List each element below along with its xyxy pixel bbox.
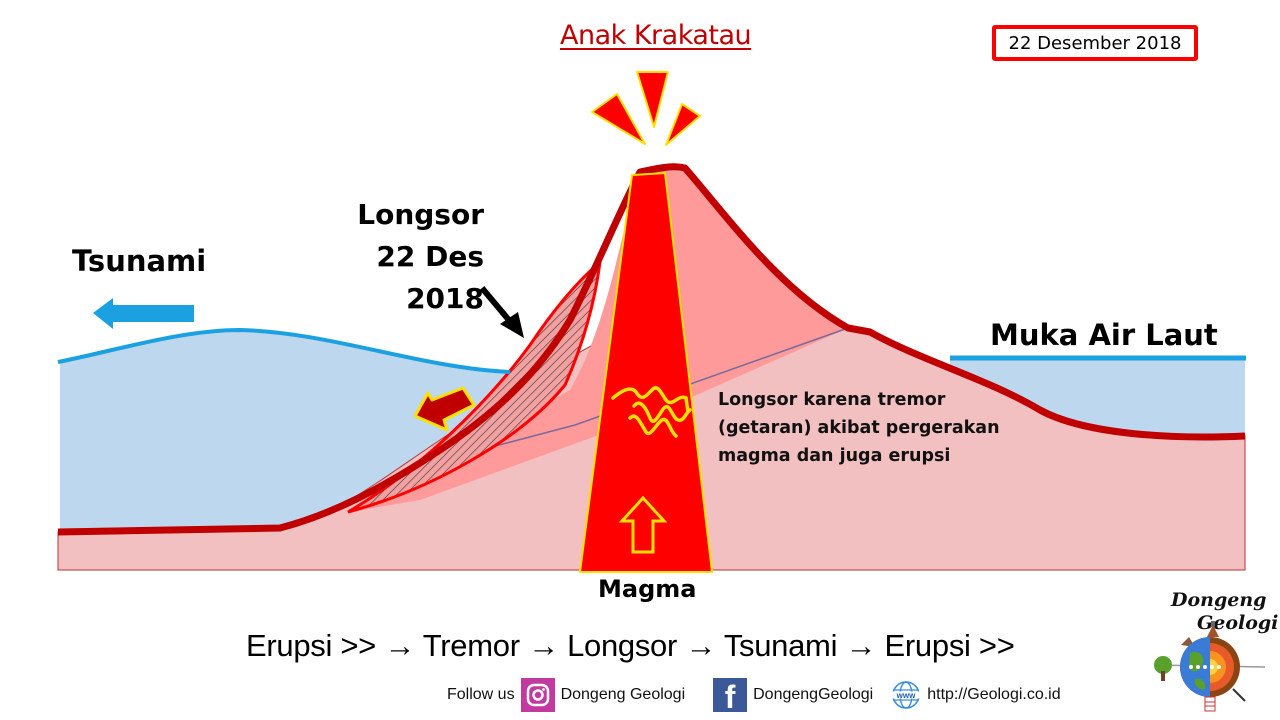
chain-step-tsunami: Tsunami xyxy=(723,628,838,663)
instagram-icon xyxy=(520,678,555,712)
earth-cross-section-icon xyxy=(1154,621,1266,712)
volcano-outline xyxy=(57,163,1246,536)
chain-step-tremor: Tremor xyxy=(422,628,520,663)
chain-arrow-icon: → xyxy=(528,628,559,663)
instagram-link[interactable]: Dongeng Geologi xyxy=(520,678,708,712)
volcano-cone xyxy=(350,167,848,512)
dongeng-geologi-logo: Dongeng Geologi xyxy=(1145,585,1279,715)
magma-conduit xyxy=(578,171,714,573)
chain-arrow-icon: → xyxy=(384,628,416,663)
longsor-label: Longsor 22 Des 2018 xyxy=(296,194,484,320)
note-line-3: magma dan juga erupsi xyxy=(718,446,951,466)
longsor-pointer-arrow-icon xyxy=(479,286,524,338)
website-link[interactable]: www http://Geologi.co.id xyxy=(891,680,1061,710)
landslide-explanation-note: Longsor karena tremor (getaran) akibat p… xyxy=(718,386,1000,470)
longsor-label-line1: Longsor xyxy=(357,198,484,231)
tsunami-label: Tsunami xyxy=(72,244,207,278)
logo-text-line2: Geologi xyxy=(1197,612,1279,634)
page-title: Anak Krakatau xyxy=(560,20,752,51)
landslide-direction-arrow-icon xyxy=(413,386,476,432)
follow-us-label: Follow us xyxy=(447,686,515,703)
chain-arrow-icon: → xyxy=(685,628,717,663)
sea-surface-left xyxy=(57,327,511,374)
logo-text-line1: Dongeng xyxy=(1171,589,1267,611)
chain-step-erupsi: Erupsi >> xyxy=(246,628,376,663)
facebook-handle: DongengGeologi xyxy=(753,686,874,703)
chain-arrow-icon: → xyxy=(845,628,877,663)
facebook-link[interactable]: f DongengGeologi xyxy=(713,678,885,712)
globe-www-icon: www xyxy=(892,681,921,709)
process-chain: Erupsi >> → Tremor → Longsor → Tsunami →… xyxy=(246,628,1015,664)
eruption-burst-icon xyxy=(591,71,701,146)
svg-text:www: www xyxy=(896,691,916,700)
social-footer: Follow us Dongeng Geologi f DongengGeolo… xyxy=(447,678,1061,712)
magma-up-arrow-icon xyxy=(618,495,668,554)
sea-level-label: Muka Air Laut xyxy=(990,318,1218,352)
note-line-1: Longsor karena tremor xyxy=(718,390,946,410)
longsor-label-line2: 22 Des 2018 xyxy=(376,240,484,315)
facebook-icon: f xyxy=(713,678,748,712)
tsunami-direction-arrow-icon xyxy=(93,298,194,329)
website-url: http://Geologi.co.id xyxy=(927,686,1061,703)
chain-step-erupsi-repeat: Erupsi >> xyxy=(884,628,1015,663)
chain-step-longsor: Longsor xyxy=(567,628,678,663)
date-badge: 22 Desember 2018 xyxy=(992,25,1198,61)
note-line-2: (getaran) akibat pergerakan xyxy=(718,418,1000,438)
magma-label: Magma xyxy=(598,575,697,603)
tremor-wave-icon xyxy=(611,386,692,438)
instagram-handle: Dongeng Geologi xyxy=(560,686,686,703)
